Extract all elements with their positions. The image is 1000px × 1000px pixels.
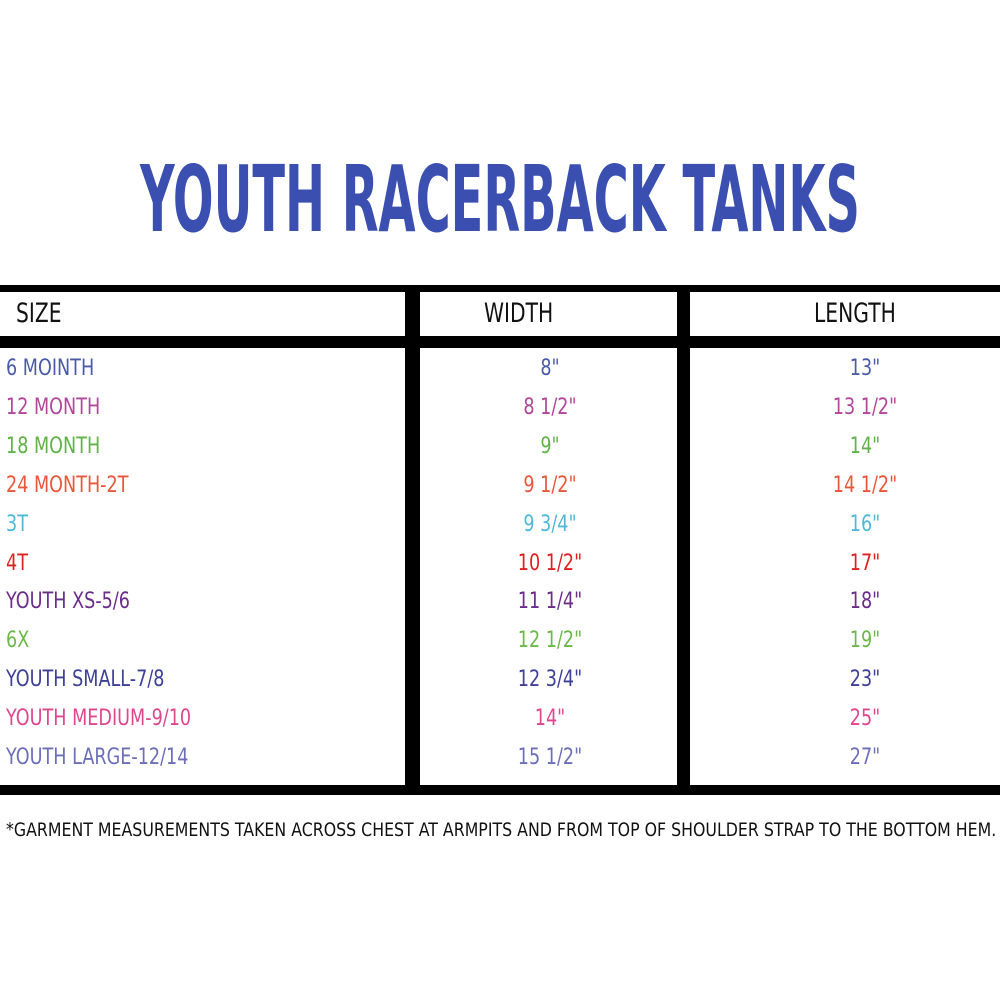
column-divider: [405, 285, 420, 795]
length-cell: 13 1/2": [832, 394, 898, 420]
length-cell: 16": [849, 511, 881, 537]
table-row: YOUTH MEDIUM-9/10 14" 25": [0, 700, 1000, 738]
size-table: [0, 285, 1000, 795]
table-row: 24 MONTH-2T 9 1/2" 14 1/2": [0, 467, 1000, 505]
size-cell: 6X: [6, 628, 30, 654]
header-size: SIZE: [16, 298, 62, 329]
size-cell: 6 MOINTH: [6, 356, 95, 381]
width-cell: 12 1/2": [517, 628, 583, 654]
size-cell: YOUTH LARGE-12/14: [6, 745, 189, 770]
table-row: YOUTH SMALL-7/8 12 3/4" 23": [0, 661, 1000, 699]
header-divider: [0, 336, 1000, 348]
length-cell: 25": [849, 706, 881, 732]
size-cell: 24 MONTH-2T: [6, 472, 129, 498]
table-row: 3T 9 3/4" 16": [0, 506, 1000, 544]
table-border-top: [0, 285, 1000, 292]
width-cell: 9": [540, 433, 560, 459]
table-row: 4T 10 1/2" 17": [0, 545, 1000, 583]
size-cell: YOUTH XS-5/6: [6, 589, 131, 615]
length-cell: 19": [849, 628, 881, 654]
table-row: YOUTH XS-5/6 11 1/4" 18": [0, 583, 1000, 621]
header-length: LENGTH: [814, 298, 896, 329]
header-width: WIDTH: [484, 298, 554, 329]
size-cell: 3T: [6, 511, 28, 537]
size-cell: YOUTH SMALL-7/8: [6, 667, 165, 693]
table-row: 6X 12 1/2" 19": [0, 622, 1000, 660]
width-cell: 9 1/2": [523, 472, 577, 498]
table-row: 6 MOINTH 8" 13": [0, 350, 1000, 388]
size-cell: YOUTH MEDIUM-9/10: [6, 706, 192, 732]
width-cell: 8": [540, 356, 560, 381]
size-cell: 4T: [6, 550, 28, 576]
width-cell: 12 3/4": [517, 667, 583, 693]
width-cell: 9 3/4": [523, 511, 577, 537]
page-title: YOUTH RACERBACK TANKS: [140, 146, 860, 253]
table-row: YOUTH LARGE-12/14 15 1/2" 27": [0, 739, 1000, 777]
length-cell: 13": [849, 356, 881, 381]
length-cell: 27": [849, 745, 881, 770]
length-cell: 14 1/2": [832, 472, 898, 498]
size-cell: 12 MONTH: [6, 394, 101, 420]
width-cell: 11 1/4": [517, 589, 583, 615]
size-cell: 18 MONTH: [6, 433, 101, 459]
length-cell: 14": [849, 433, 881, 459]
table-row: 12 MONTH 8 1/2" 13 1/2": [0, 389, 1000, 427]
width-cell: 10 1/2": [517, 550, 583, 576]
table-row: 18 MONTH 9" 14": [0, 428, 1000, 466]
length-cell: 23": [849, 667, 881, 693]
footnote: *GARMENT MEASUREMENTS TAKEN ACROSS CHEST…: [6, 819, 997, 841]
column-divider: [677, 285, 690, 795]
length-cell: 17": [849, 550, 881, 576]
table-border-bottom: [0, 785, 1000, 795]
length-cell: 18": [849, 589, 881, 615]
width-cell: 8 1/2": [523, 394, 577, 420]
width-cell: 14": [534, 706, 566, 732]
width-cell: 15 1/2": [517, 745, 583, 770]
